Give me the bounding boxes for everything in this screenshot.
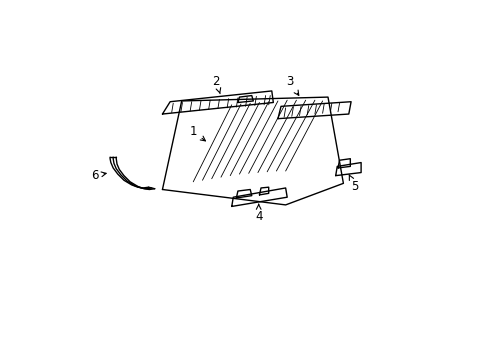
Polygon shape	[238, 95, 253, 103]
Polygon shape	[162, 97, 343, 205]
Polygon shape	[231, 188, 286, 206]
Text: 4: 4	[254, 204, 262, 223]
Text: 2: 2	[212, 75, 220, 94]
Text: 1: 1	[189, 125, 205, 141]
Polygon shape	[337, 159, 349, 168]
Polygon shape	[236, 189, 251, 198]
Text: 3: 3	[285, 75, 298, 95]
Text: 6: 6	[91, 169, 106, 182]
Polygon shape	[259, 187, 268, 195]
Text: 5: 5	[348, 175, 358, 193]
Polygon shape	[162, 91, 273, 114]
Polygon shape	[277, 102, 350, 119]
Polygon shape	[335, 163, 360, 176]
